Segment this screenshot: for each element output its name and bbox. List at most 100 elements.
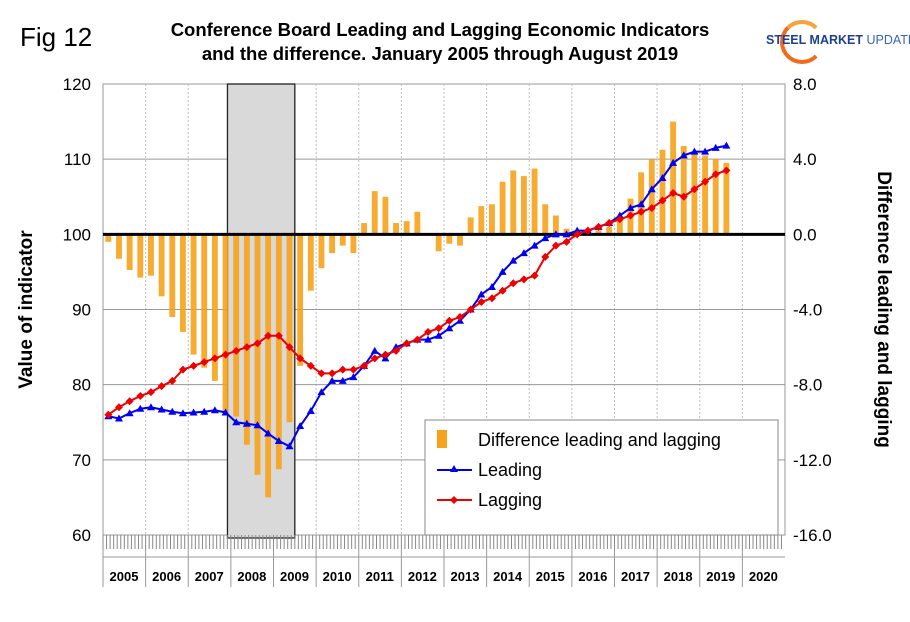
- difference-bar: [254, 234, 261, 475]
- lagging-point: [509, 279, 518, 288]
- difference-bar: [265, 234, 272, 498]
- leading-point: [168, 407, 177, 415]
- leading-point: [232, 418, 241, 426]
- leading-point: [530, 241, 539, 249]
- lagging-point: [200, 358, 209, 367]
- y-tick-label: 100: [63, 225, 91, 244]
- leading-point: [722, 141, 731, 149]
- difference-bar: [361, 223, 368, 235]
- leading-point: [658, 173, 667, 181]
- difference-bar: [595, 230, 602, 235]
- difference-bar: [489, 204, 495, 235]
- lagging-point: [338, 365, 347, 374]
- lagging-point: [221, 350, 230, 359]
- leading-point: [701, 147, 710, 155]
- difference-bar: [542, 204, 549, 235]
- difference-bar: [297, 234, 304, 366]
- difference-bar: [531, 168, 538, 235]
- leading-point: [146, 403, 155, 411]
- legend: [424, 419, 779, 536]
- leading-point: [487, 282, 496, 290]
- lagging-point: [125, 397, 134, 406]
- leading-point: [242, 419, 251, 427]
- difference-bar: [329, 234, 336, 254]
- x-tick-label: 2011: [366, 569, 394, 584]
- x-tick-label: 2014: [493, 569, 523, 584]
- lagging-point: [647, 204, 656, 213]
- difference-bar: [233, 234, 240, 417]
- leading-point: [306, 406, 315, 414]
- leading-point: [434, 331, 443, 339]
- difference-bar: [116, 234, 122, 259]
- lagging-point: [701, 177, 710, 186]
- leading-point: [349, 373, 358, 381]
- difference-bar: [659, 149, 666, 235]
- leading-point: [498, 267, 507, 275]
- leading-point: [626, 204, 635, 212]
- lagging-point: [253, 339, 262, 348]
- y-tick-label: 120: [63, 75, 91, 94]
- difference-bar: [670, 121, 677, 235]
- y-tick-label: 110: [64, 150, 91, 169]
- x-tick-label: 2008: [237, 569, 266, 584]
- difference-bar: [393, 223, 399, 235]
- leading-point: [573, 226, 582, 234]
- leading-point: [711, 143, 720, 151]
- difference-bar: [403, 221, 410, 235]
- lagging-point: [381, 350, 390, 359]
- leading-point: [264, 429, 273, 437]
- legend-label-lagging: Lagging: [478, 490, 542, 510]
- legend-label-leading: Leading: [478, 460, 542, 480]
- leading-point: [519, 249, 528, 257]
- x-tick-label: 2015: [536, 569, 565, 584]
- leading-point: [296, 422, 305, 430]
- difference-bar: [457, 234, 463, 246]
- lagging-point: [242, 343, 251, 352]
- leading-point: [615, 211, 624, 219]
- difference-bar: [201, 234, 208, 368]
- y-tick-label: 60: [72, 526, 91, 545]
- lagging-point: [669, 188, 678, 197]
- leading-point: [551, 230, 560, 238]
- x-tick-label: 2017: [621, 569, 650, 584]
- y-tick-label: 80: [72, 376, 91, 395]
- difference-bar: [190, 234, 197, 355]
- y-axis-label: Value of indicator: [16, 230, 37, 389]
- difference-bar: [137, 234, 144, 278]
- lagging-point: [168, 376, 177, 385]
- difference-bar: [552, 215, 559, 235]
- lagging-point: [445, 316, 454, 325]
- y2-tick-label: 4.0: [793, 150, 817, 169]
- leading-point: [328, 376, 337, 384]
- difference-bar: [275, 234, 282, 470]
- difference-bar: [606, 226, 613, 235]
- leading-point: [210, 406, 219, 414]
- leading-point: [253, 421, 262, 429]
- lagging-point: [210, 354, 219, 363]
- leading-point: [221, 408, 230, 416]
- lagging-point: [264, 331, 273, 340]
- x-tick-label: 2018: [664, 569, 693, 584]
- chart-title: Conference Board Leading and Lagging Eco…: [120, 18, 760, 66]
- legend-leading-marker: [450, 465, 458, 472]
- x-tick-label: 2019: [706, 569, 735, 584]
- lagging-point: [104, 410, 113, 419]
- difference-bar: [723, 162, 730, 235]
- difference-bar: [318, 234, 325, 269]
- lagging-point: [360, 361, 369, 370]
- lagging-point: [626, 211, 635, 220]
- difference-bar: [307, 234, 314, 291]
- lagging-point: [424, 328, 433, 337]
- lagging-point: [274, 331, 283, 340]
- lagging-point: [573, 230, 582, 239]
- logo-text-light: UPDATE: [866, 33, 910, 47]
- figure-label: Fig 12: [20, 22, 93, 52]
- title-line-2: and the difference. January 2005 through…: [201, 43, 679, 64]
- leading-point: [200, 407, 209, 415]
- y2-tick-label: 0.0: [793, 225, 817, 244]
- leading-point: [189, 408, 198, 416]
- difference-bar: [371, 191, 378, 235]
- lagging-point: [455, 313, 464, 322]
